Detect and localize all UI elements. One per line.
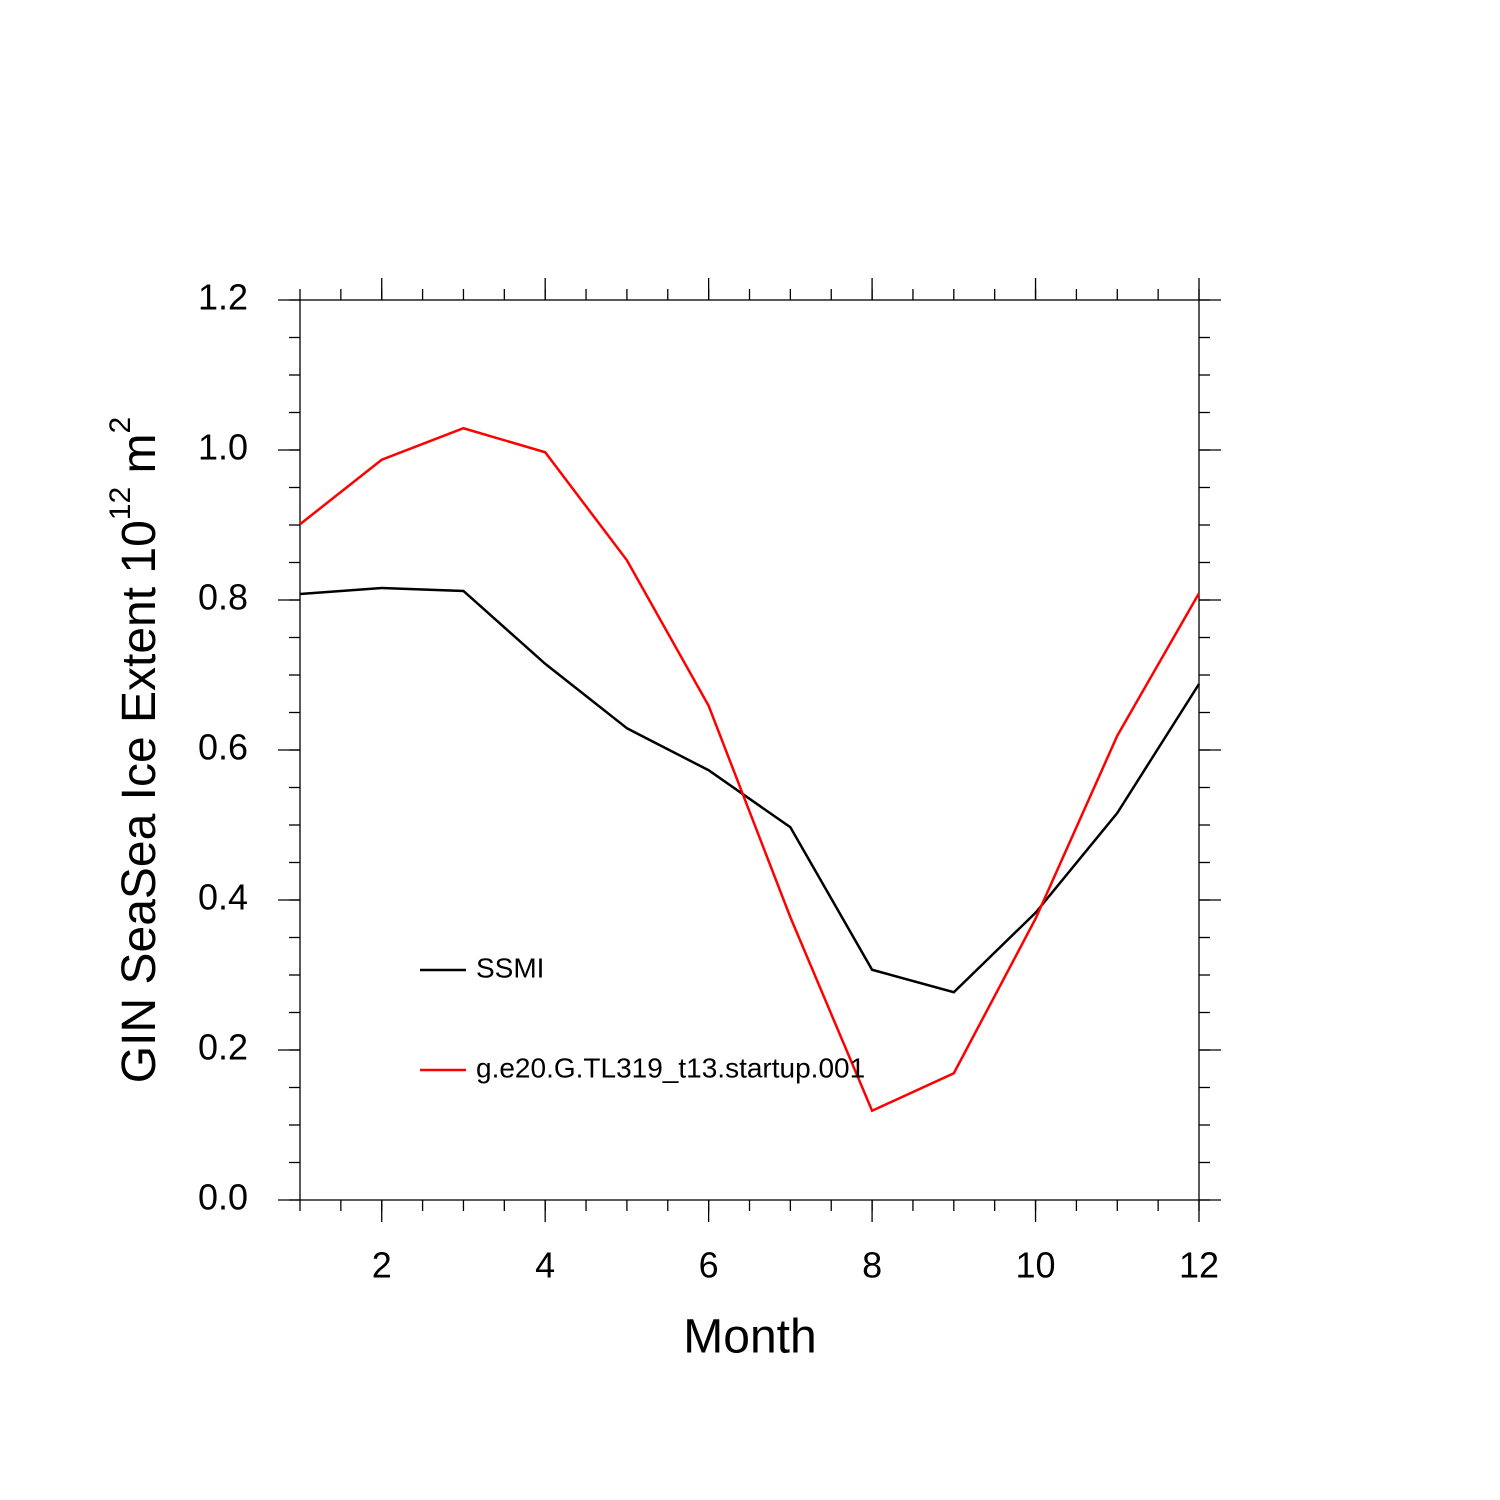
y-tick-label: 0.2 xyxy=(198,1027,248,1068)
x-tick-label: 4 xyxy=(535,1245,555,1286)
legend-label: g.e20.G.TL319_t13.startup.001 xyxy=(476,1052,865,1083)
x-axis-title: Month xyxy=(683,1311,816,1364)
y-tick-label: 1.2 xyxy=(198,277,248,318)
y-axis-title-superscript: 2 xyxy=(104,417,137,434)
y-axis-title-part: m xyxy=(113,433,166,486)
x-tick-label: 8 xyxy=(862,1245,882,1286)
y-tick-label: 1.0 xyxy=(198,427,248,468)
y-axis-title-superscript: 12 xyxy=(104,487,137,520)
x-tick-label: 12 xyxy=(1179,1245,1219,1286)
y-tick-label: 0.8 xyxy=(198,577,248,618)
x-tick-label: 6 xyxy=(699,1245,719,1286)
x-tick-label: 2 xyxy=(372,1245,392,1286)
y-tick-label: 0.0 xyxy=(198,1177,248,1218)
x-tick-label: 10 xyxy=(1016,1245,1056,1286)
y-tick-label: 0.4 xyxy=(198,877,248,918)
line-series xyxy=(299,426,1201,1113)
legend-label: SSMI xyxy=(476,952,544,983)
y-tick-label: 0.6 xyxy=(198,727,248,768)
line-series xyxy=(299,586,1201,994)
y-axis-title: GIN SeaSea Ice Extent 1012 m2 xyxy=(104,417,166,1083)
y-axis-title-part: GIN SeaSea Ice Extent 10 xyxy=(113,520,166,1083)
